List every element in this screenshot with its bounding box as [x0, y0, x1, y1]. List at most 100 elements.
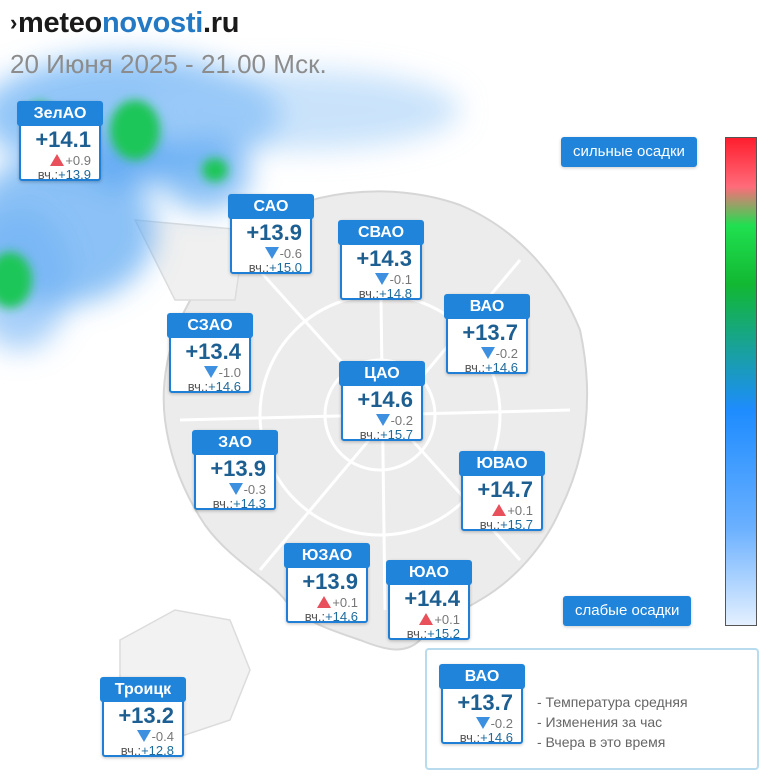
avg-temperature: +14.1: [35, 127, 91, 152]
yesterday-value: +13.9: [58, 167, 91, 182]
yesterday-label: вч.:: [120, 743, 142, 758]
yesterday-value: +15.2: [427, 626, 460, 641]
yesterday-temperature: вч.:+13.9: [38, 167, 91, 182]
hourly-change: -0.3: [228, 482, 266, 497]
yesterday-label: вч.:: [464, 360, 486, 375]
district-card: САО +13.9 -0.6 вч.:+15.0: [228, 194, 314, 275]
avg-temperature: +13.2: [118, 703, 174, 728]
yesterday-label: вч.:: [304, 609, 326, 624]
yesterday-value: +14.6: [325, 609, 358, 624]
yesterday-label: вч.:: [248, 260, 270, 275]
district-card: ВАО +13.7 -0.2 вч.:+14.6: [444, 294, 530, 375]
avg-temperature: +13.9: [210, 456, 266, 481]
hourly-change: -0.2: [475, 716, 513, 731]
district-name: ВАО: [444, 294, 530, 319]
yesterday-temperature: вч.:+15.7: [360, 427, 413, 442]
yesterday-value: +15.7: [500, 517, 533, 532]
forecast-date: 20 Июня 2025 - 21.00 Мск.: [10, 49, 327, 79]
district-name: СВАО: [338, 220, 424, 245]
scale-top-label: сильные осадки: [561, 137, 697, 167]
yesterday-temperature: вч.:+14.6: [188, 379, 241, 394]
avg-temperature: +13.9: [302, 569, 358, 594]
hourly-change: +0.9: [50, 153, 91, 168]
yesterday-value: +14.6: [480, 730, 513, 745]
yesterday-label: вч.:: [358, 286, 380, 301]
district-card: СВАО +14.3 -0.1 вч.:+14.8: [338, 220, 424, 301]
site-logo[interactable]: ›meteonovosti.ru: [10, 6, 327, 40]
logo-part-novosti: novosti: [101, 7, 203, 39]
fall-icon: [203, 366, 218, 378]
yesterday-temperature: вч.:+14.8: [359, 286, 412, 301]
avg-temperature: +13.7: [462, 320, 518, 345]
yesterday-label: вч.:: [479, 517, 501, 532]
yesterday-label: вч.:: [359, 427, 381, 442]
change-value: -0.2: [390, 413, 413, 428]
yesterday-value: +14.6: [208, 379, 241, 394]
change-value: +0.9: [65, 153, 91, 168]
district-name: Троицк: [100, 677, 186, 702]
legend-line-yesterday: - Вчера в это время: [537, 734, 666, 750]
fall-icon: [374, 273, 389, 285]
district-name: ЮАО: [386, 560, 472, 585]
change-value: -0.4: [151, 729, 174, 744]
yesterday-value: +12.8: [141, 743, 174, 758]
change-value: -0.2: [490, 716, 513, 731]
yesterday-temperature: вч.:+14.3: [213, 496, 266, 511]
rise-icon: [317, 596, 332, 608]
scale-bottom-label: слабые осадки: [563, 596, 692, 626]
district-name: ЦАО: [339, 361, 425, 386]
rise-icon: [492, 504, 507, 516]
change-value: +0.1: [434, 612, 460, 627]
change-value: -0.1: [389, 272, 412, 287]
district-card: ЮЗАО +13.9 +0.1 вч.:+14.6: [284, 543, 370, 624]
yesterday-value: +14.3: [233, 496, 266, 511]
yesterday-temperature: вч.:+15.0: [249, 260, 302, 275]
avg-temperature: +13.4: [185, 339, 241, 364]
yesterday-label: вч.:: [212, 496, 234, 511]
district-card: ЗАО +13.9 -0.3 вч.:+14.3: [192, 430, 278, 511]
district-card: ЮВАО +14.7 +0.1 вч.:+15.7: [459, 451, 545, 532]
rise-icon: [419, 613, 434, 625]
avg-temperature: +14.6: [357, 387, 413, 412]
yesterday-temperature: вч.:+14.6: [465, 360, 518, 375]
change-value: +0.1: [507, 503, 533, 518]
yesterday-temperature: вч.:+12.8: [121, 743, 174, 758]
fall-icon: [475, 717, 490, 729]
hourly-change: +0.1: [317, 595, 358, 610]
district-name: ВАО: [439, 664, 525, 689]
yesterday-temperature: вч.:+15.7: [480, 517, 533, 532]
logo-part-meteo: meteo: [18, 7, 102, 39]
logo-mark: ›: [10, 10, 18, 35]
district-name: ЗелАО: [17, 101, 103, 126]
hourly-change: +0.1: [492, 503, 533, 518]
yesterday-label: вч.:: [459, 730, 481, 745]
legend-example-card: ВАО +13.7 -0.2 вч.:+14.6: [439, 664, 525, 745]
avg-temperature: +14.7: [477, 477, 533, 502]
avg-temperature: +13.9: [246, 220, 302, 245]
legend-line-hourly-change: - Изменения за час: [537, 714, 663, 730]
fall-icon: [375, 414, 390, 426]
fall-icon: [480, 347, 495, 359]
legend-panel: ВАО +13.7 -0.2 вч.:+14.6 - Температура с…: [425, 648, 759, 770]
change-value: -0.6: [279, 246, 302, 261]
header: ›meteonovosti.ru 20 Июня 2025 - 21.00 Мс…: [10, 6, 327, 81]
fall-icon: [136, 730, 151, 742]
logo-part-domain: .ru: [202, 7, 240, 39]
avg-temperature: +14.3: [356, 246, 412, 271]
hourly-change: -0.2: [375, 413, 413, 428]
hourly-change: -0.6: [264, 246, 302, 261]
fall-icon: [264, 247, 279, 259]
district-card: ЗелАО +14.1 +0.9 вч.:+13.9: [17, 101, 103, 182]
fall-icon: [228, 483, 243, 495]
yesterday-label: вч.:: [406, 626, 428, 641]
avg-temperature: +14.4: [404, 586, 460, 611]
district-name: ЗАО: [192, 430, 278, 455]
hourly-change: -0.2: [480, 346, 518, 361]
change-value: +0.1: [332, 595, 358, 610]
yesterday-value: +14.6: [485, 360, 518, 375]
yesterday-temperature: вч.:+14.6: [305, 609, 358, 624]
change-value: -0.3: [243, 482, 266, 497]
rise-icon: [50, 154, 65, 166]
precipitation-scale: [725, 137, 757, 626]
change-value: -1.0: [218, 365, 241, 380]
